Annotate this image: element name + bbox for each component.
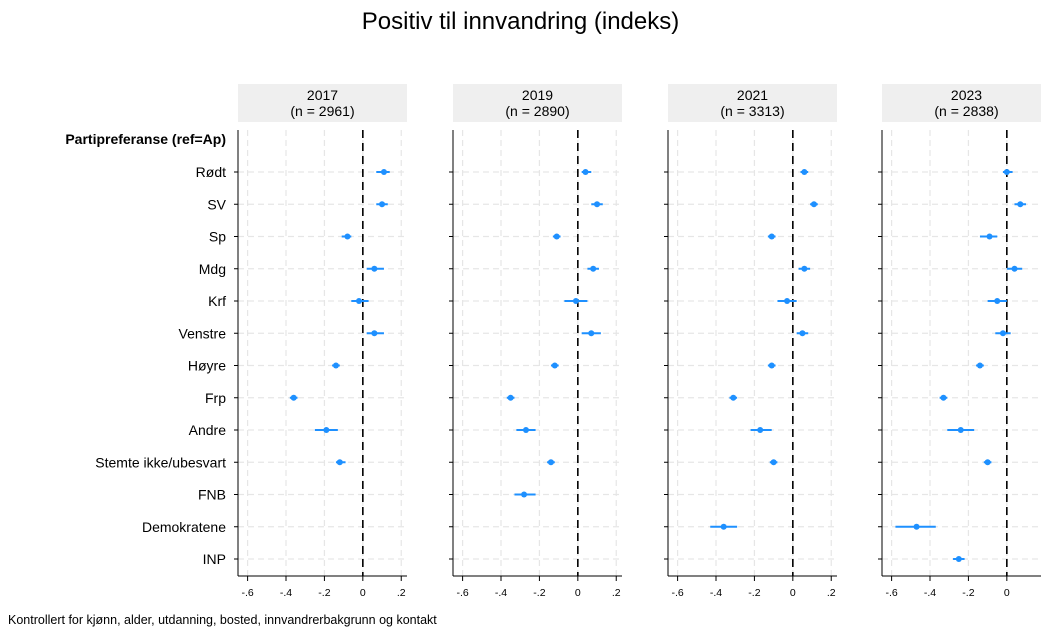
x-tick-label: .2 <box>827 587 836 599</box>
row-label: Stemte ikke/ubesvart <box>95 454 226 470</box>
estimate-point <box>801 265 808 272</box>
row-label: Rødt <box>196 164 226 180</box>
panel-year-label: 2019 <box>522 87 553 103</box>
x-tick-label: 0 <box>790 587 796 599</box>
row-label: FNB <box>198 487 226 503</box>
estimate-point <box>551 362 558 369</box>
panel-header-box <box>238 84 407 122</box>
row-label: Høyre <box>188 358 226 374</box>
panel-year-label: 2021 <box>737 87 768 103</box>
estimate-point <box>522 427 529 433</box>
panel-n-label: (n = 2890) <box>505 103 569 119</box>
estimate-point <box>720 523 727 530</box>
x-tick-label: -.6 <box>885 587 897 599</box>
estimate-point <box>940 394 947 401</box>
row-label: Demokratene <box>142 519 226 535</box>
x-tick-label: -.2 <box>962 587 974 599</box>
panel-header-box <box>453 84 622 122</box>
estimate-point <box>379 201 386 208</box>
x-tick-label: 0 <box>360 587 366 599</box>
x-tick-label: 0 <box>575 587 581 599</box>
x-tick-label: -.2 <box>748 587 760 599</box>
estimate-point <box>784 298 791 304</box>
estimate-point <box>553 233 560 240</box>
estimate-point <box>594 201 601 208</box>
estimate-point <box>1017 201 1024 208</box>
x-tick-label: -.4 <box>924 587 936 599</box>
estimate-point <box>590 265 597 272</box>
estimate-point <box>810 201 817 208</box>
estimate-point <box>984 459 991 466</box>
estimate-point <box>332 362 339 369</box>
estimate-point <box>801 169 808 175</box>
x-tick-label: -.4 <box>710 587 722 599</box>
estimate-point <box>799 330 806 337</box>
estimate-point <box>730 394 737 401</box>
panel-n-label: (n = 2838) <box>934 103 998 119</box>
x-tick-label: -.6 <box>671 587 683 599</box>
panel-n-label: (n = 3313) <box>720 103 784 119</box>
estimate-point <box>323 427 330 433</box>
chart-title: Positiv til innvandring (indeks) <box>361 8 680 35</box>
panel-year-label: 2017 <box>307 87 338 103</box>
estimate-point <box>955 556 962 562</box>
estimate-point <box>380 169 387 175</box>
estimate-point <box>1003 169 1010 175</box>
chart-footnote: Kontrollert for kjønn, alder, utdanning,… <box>8 613 437 627</box>
estimate-point <box>999 330 1006 337</box>
estimate-point <box>768 233 775 240</box>
group-header: Partipreferanse (ref=Ap) <box>65 131 226 147</box>
estimate-point <box>588 330 595 337</box>
estimate-point <box>757 427 764 433</box>
estimate-point <box>521 491 528 498</box>
panel-n-label: (n = 2961) <box>290 103 354 119</box>
row-label: Frp <box>205 390 226 406</box>
panel-header-box <box>882 84 1041 122</box>
estimate-point <box>290 394 297 401</box>
panel-year-label: 2023 <box>951 87 982 103</box>
x-tick-label: .2 <box>612 587 621 599</box>
panel-header-box <box>668 84 837 122</box>
x-tick-label: 0 <box>1004 587 1010 599</box>
estimate-point <box>994 298 1001 304</box>
estimate-point <box>986 233 993 240</box>
estimate-point <box>507 394 514 401</box>
x-tick-label: -.6 <box>241 587 253 599</box>
estimate-point <box>547 459 554 466</box>
x-tick-label: -.4 <box>280 587 292 599</box>
row-label: SV <box>207 196 226 212</box>
estimate-point <box>1011 265 1018 272</box>
estimate-point <box>582 169 589 175</box>
estimate-point <box>336 459 343 466</box>
x-tick-label: .2 <box>397 587 406 599</box>
row-label: Krf <box>208 293 226 309</box>
estimate-point <box>957 427 964 433</box>
estimate-point <box>355 298 362 304</box>
row-label: Mdg <box>199 261 226 277</box>
x-tick-label: -.4 <box>495 587 507 599</box>
estimate-point <box>572 298 579 304</box>
estimate-point <box>371 330 378 337</box>
estimate-point <box>344 233 351 240</box>
row-label: Sp <box>209 229 226 245</box>
estimate-point <box>768 362 775 369</box>
row-label: INP <box>203 551 226 567</box>
estimate-point <box>976 362 983 369</box>
estimate-point <box>913 523 920 530</box>
row-label: Venstre <box>179 325 227 341</box>
x-tick-label: -.2 <box>318 587 330 599</box>
row-label: Andre <box>189 422 227 438</box>
estimate-point <box>770 459 777 466</box>
estimate-point <box>371 265 378 272</box>
x-tick-label: -.6 <box>456 587 468 599</box>
x-tick-label: -.2 <box>533 587 545 599</box>
